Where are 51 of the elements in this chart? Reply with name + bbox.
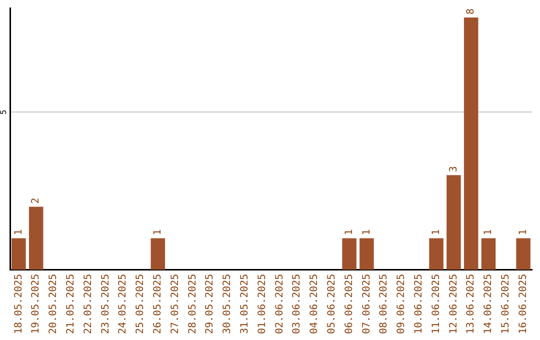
x-tick-label: 02.06.2025 <box>274 274 286 334</box>
data-label: 1 <box>361 229 372 236</box>
bar <box>481 238 496 270</box>
x-tick-label: 15.06.2025 <box>500 274 512 334</box>
bar <box>464 17 478 270</box>
x-tick-label: 21.05.2025 <box>65 274 76 334</box>
data-label: 1 <box>344 229 355 236</box>
data-label: 3 <box>448 166 460 172</box>
data-label: 2 <box>30 198 42 204</box>
bar <box>429 238 444 270</box>
x-tick-label: 13.06.2025 <box>466 274 477 334</box>
bar <box>342 238 356 270</box>
x-tick-label: 05.06.2025 <box>326 274 338 334</box>
x-tick-label: 06.06.2025 <box>344 274 355 334</box>
x-tick-label: 31.05.2025 <box>239 274 250 334</box>
x-tick-label: 29.05.2025 <box>204 274 216 334</box>
x-tick-label: 14.06.2025 <box>483 274 494 334</box>
x-tick-label: 01.06.2025 <box>256 274 268 334</box>
x-tick-label: 18.05.2025 <box>13 274 24 334</box>
x-tick-label: 16.06.2025 <box>518 274 529 334</box>
x-tick-label: 19.05.2025 <box>30 274 42 334</box>
x-tick-label: 24.05.2025 <box>118 274 129 334</box>
x-tick-label: 11.06.2025 <box>430 274 442 334</box>
data-label: 1 <box>518 229 529 236</box>
x-tick-label: 23.05.2025 <box>100 274 112 334</box>
x-tick-label: 07.06.2025 <box>361 274 372 334</box>
data-label: 1 <box>483 229 494 236</box>
x-tick-label: 26.05.2025 <box>152 274 164 334</box>
data-label: 1 <box>152 229 164 236</box>
bar <box>360 238 374 270</box>
x-tick-label: 09.06.2025 <box>396 274 408 334</box>
x-tick-label: 03.06.2025 <box>292 274 303 334</box>
x-tick-label: 22.05.2025 <box>82 274 94 334</box>
data-label: 1 <box>13 229 24 236</box>
x-tick-label: 30.05.2025 <box>222 274 234 334</box>
x-tick-label: 12.06.2025 <box>448 274 460 334</box>
bar <box>516 238 530 270</box>
x-tick-label: 10.06.2025 <box>413 274 424 334</box>
x-tick-label: 27.05.2025 <box>170 274 181 334</box>
x-tick-label: 20.05.2025 <box>48 274 60 334</box>
data-label: 8 <box>466 8 477 14</box>
bar <box>150 238 166 270</box>
bar <box>446 175 461 270</box>
data-label: 1 <box>430 229 442 236</box>
x-tick-label: 28.05.2025 <box>187 274 198 334</box>
bar <box>12 238 26 270</box>
x-tick-label: 04.06.2025 <box>309 274 320 334</box>
x-tick-label: 08.06.2025 <box>378 274 390 334</box>
y-tick-label: 5 <box>0 110 8 114</box>
bar <box>28 206 44 270</box>
x-tick-label: 25.05.2025 <box>135 274 146 334</box>
